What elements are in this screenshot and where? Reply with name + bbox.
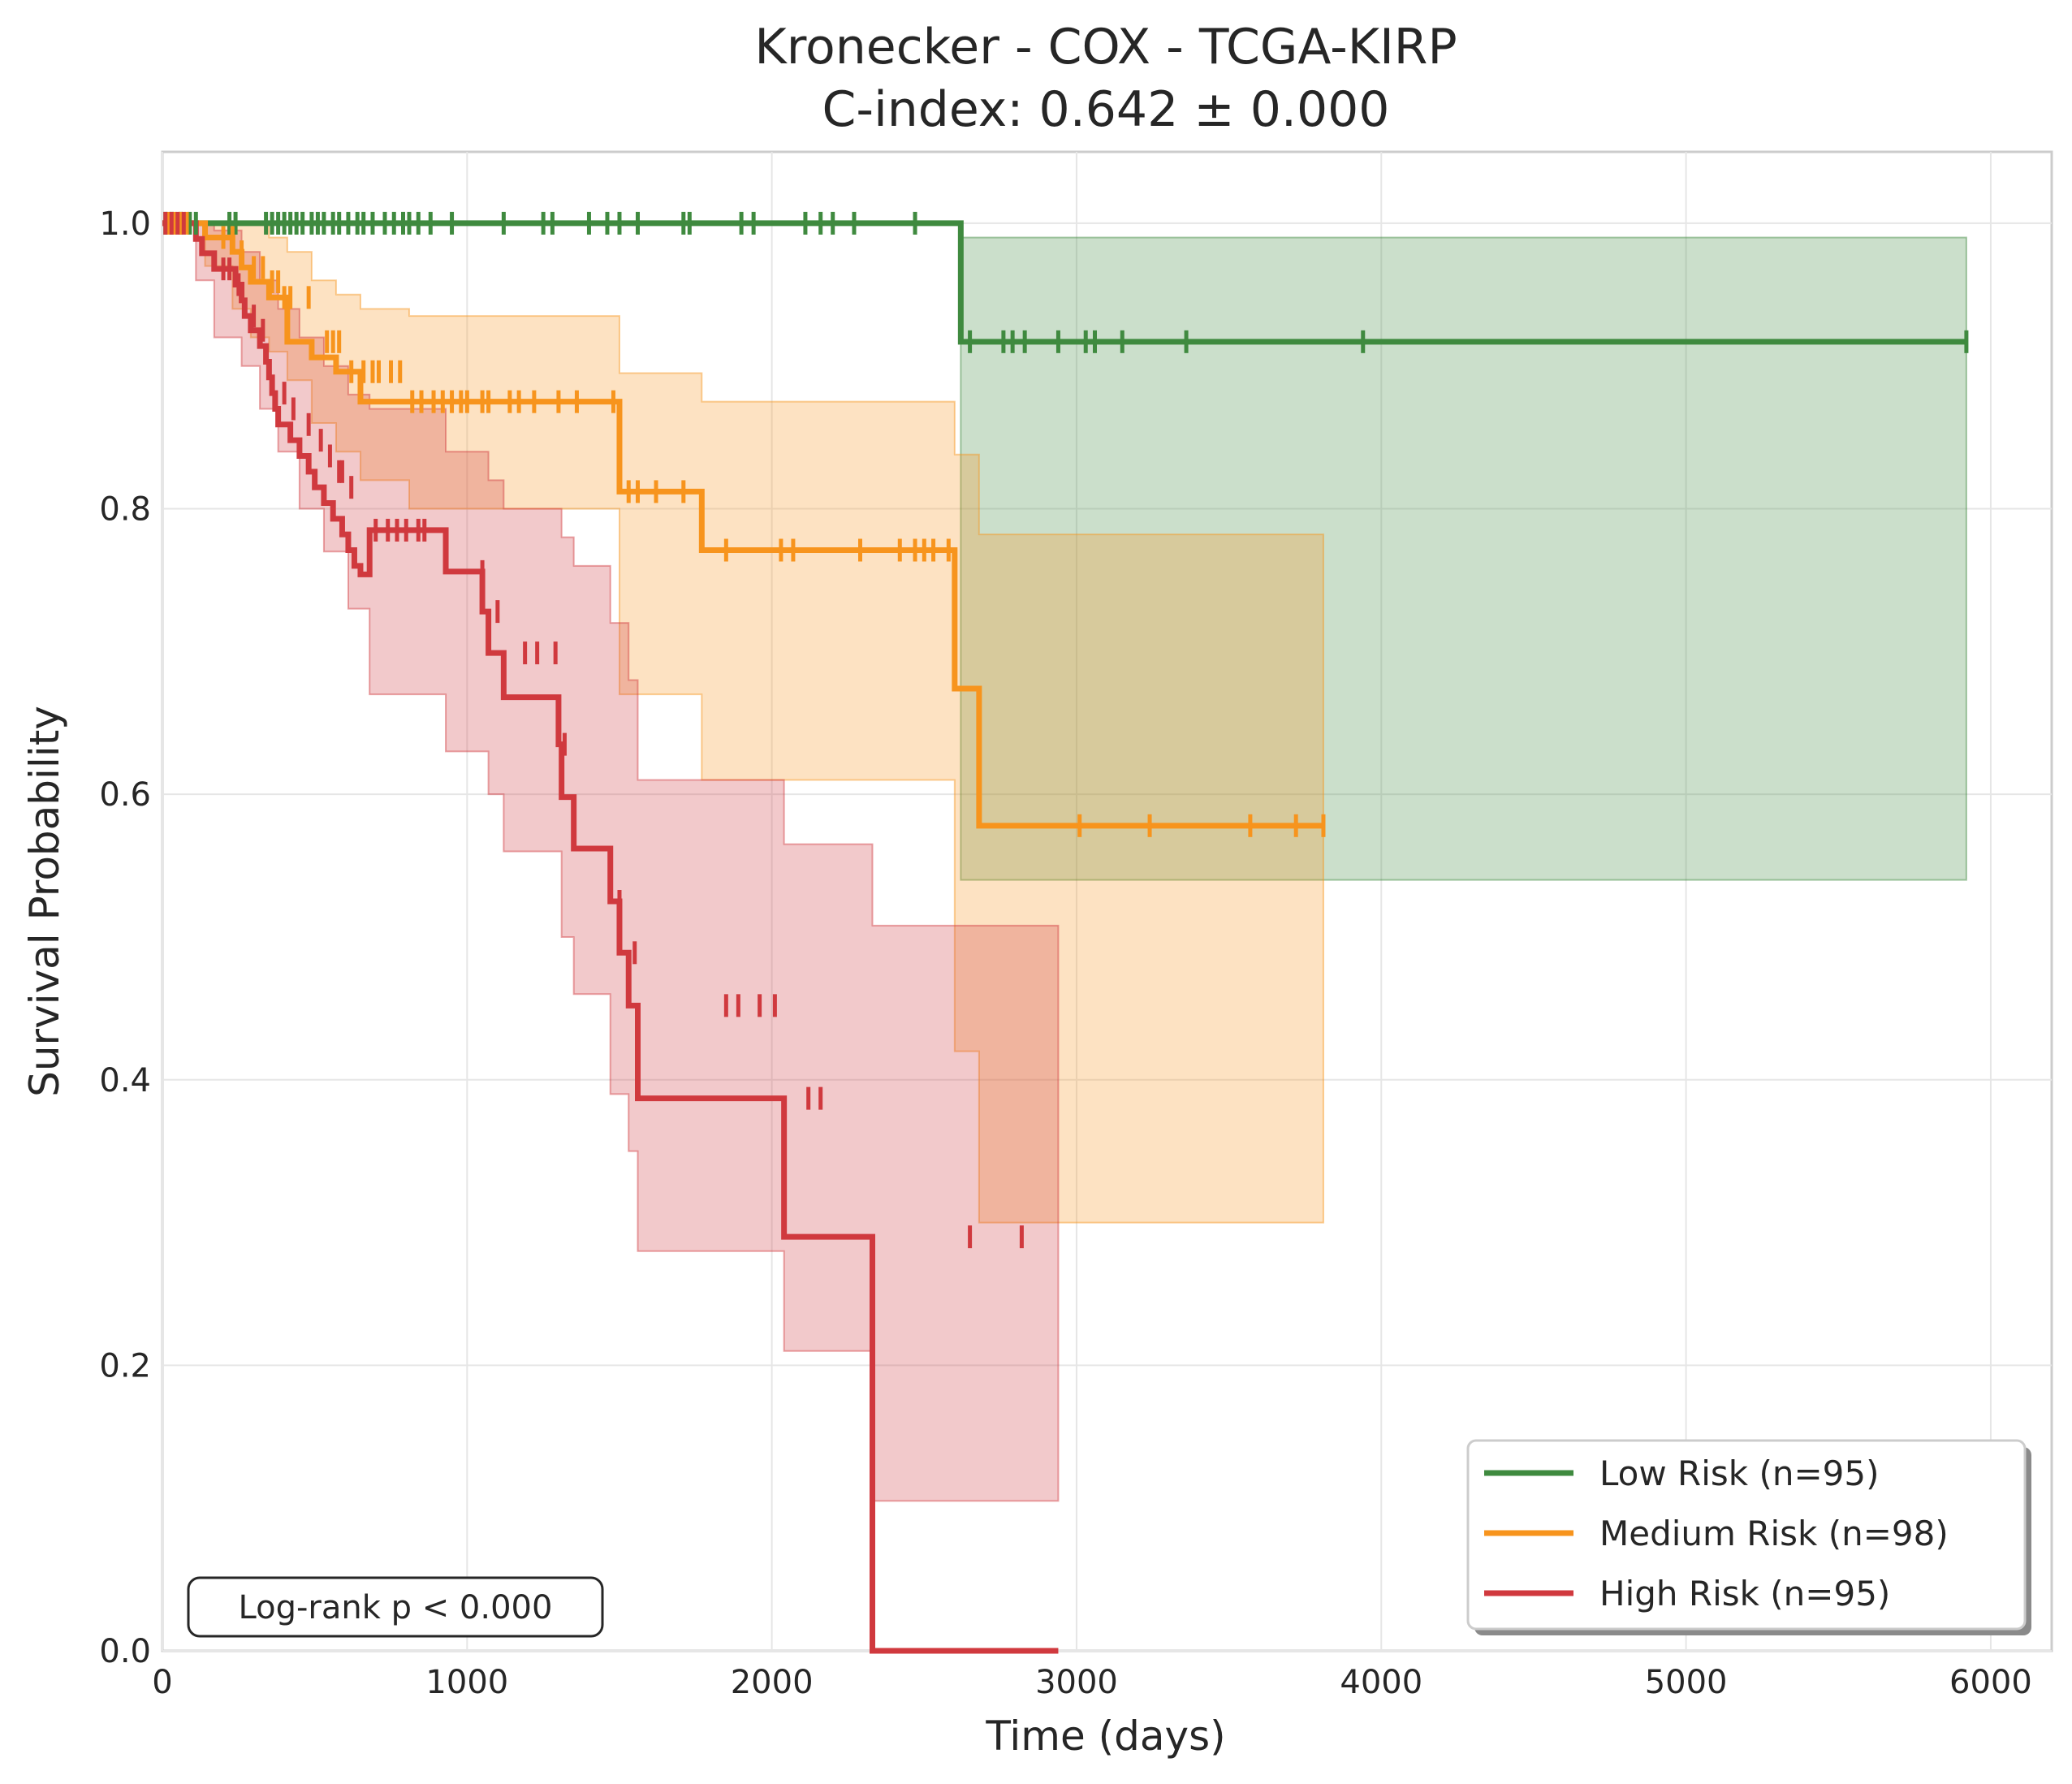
chart-title: Kronecker - COX - TCGA-KIRP xyxy=(754,19,1457,76)
annotation-text: Log-rank p < 0.000 xyxy=(239,1589,553,1626)
high-risk-survival-curve xyxy=(162,220,1059,1654)
y-axis-ticks: 0.0 0.2 0.4 0.6 0.8 1.0 xyxy=(99,205,151,1670)
x-tick-label: 6000 xyxy=(1949,1664,2032,1701)
x-axis-ticks: 0 1000 2000 3000 4000 5000 6000 xyxy=(152,1664,2032,1701)
y-tick-label: 0.0 xyxy=(99,1633,151,1670)
y-tick-label: 0.2 xyxy=(99,1347,151,1384)
censor-marks xyxy=(163,211,1969,1249)
y-tick-label: 0.8 xyxy=(99,491,151,529)
legend: Low Risk (n=95) Medium Risk (n=98) High Ri… xyxy=(1466,1439,2031,1635)
medium-risk-survival-curve xyxy=(162,220,1323,829)
low-risk-legend-label: Low Risk (n=95) xyxy=(1599,1454,1880,1493)
y-tick-label: 0.4 xyxy=(99,1062,151,1099)
legend-items: Low Risk (n=95) Medium Risk (n=98) High Ri… xyxy=(1484,1454,1949,1613)
legend-box xyxy=(1466,1439,2027,1631)
x-tick-label: 0 xyxy=(152,1664,172,1701)
low-risk-survival-curve xyxy=(162,220,1966,345)
y-axis-label: Survival Probability xyxy=(21,706,68,1097)
y-tick-label: 0.6 xyxy=(99,776,151,814)
medium-risk-confidence-band xyxy=(162,222,1324,1224)
x-tick-label: 3000 xyxy=(1035,1664,1118,1701)
high-risk-legend-label: High Risk (n=95) xyxy=(1599,1574,1890,1613)
medium-risk-legend-label: Medium Risk (n=98) xyxy=(1599,1514,1949,1553)
x-axis-label: Time (days) xyxy=(985,1713,1225,1760)
y-tick-label: 1.0 xyxy=(99,205,151,243)
survival-curves xyxy=(162,220,1966,1654)
x-tick-label: 5000 xyxy=(1645,1664,1728,1701)
x-tick-label: 2000 xyxy=(731,1664,814,1701)
logrank-annotation: Log-rank p < 0.000 xyxy=(187,1576,604,1638)
x-tick-label: 1000 xyxy=(425,1664,508,1701)
x-tick-label: 4000 xyxy=(1340,1664,1422,1701)
annotation-box xyxy=(187,1576,604,1638)
grid-lines xyxy=(162,152,2052,1652)
chart-subtitle: C-index: 0.642 ± 0.000 xyxy=(822,81,1390,138)
